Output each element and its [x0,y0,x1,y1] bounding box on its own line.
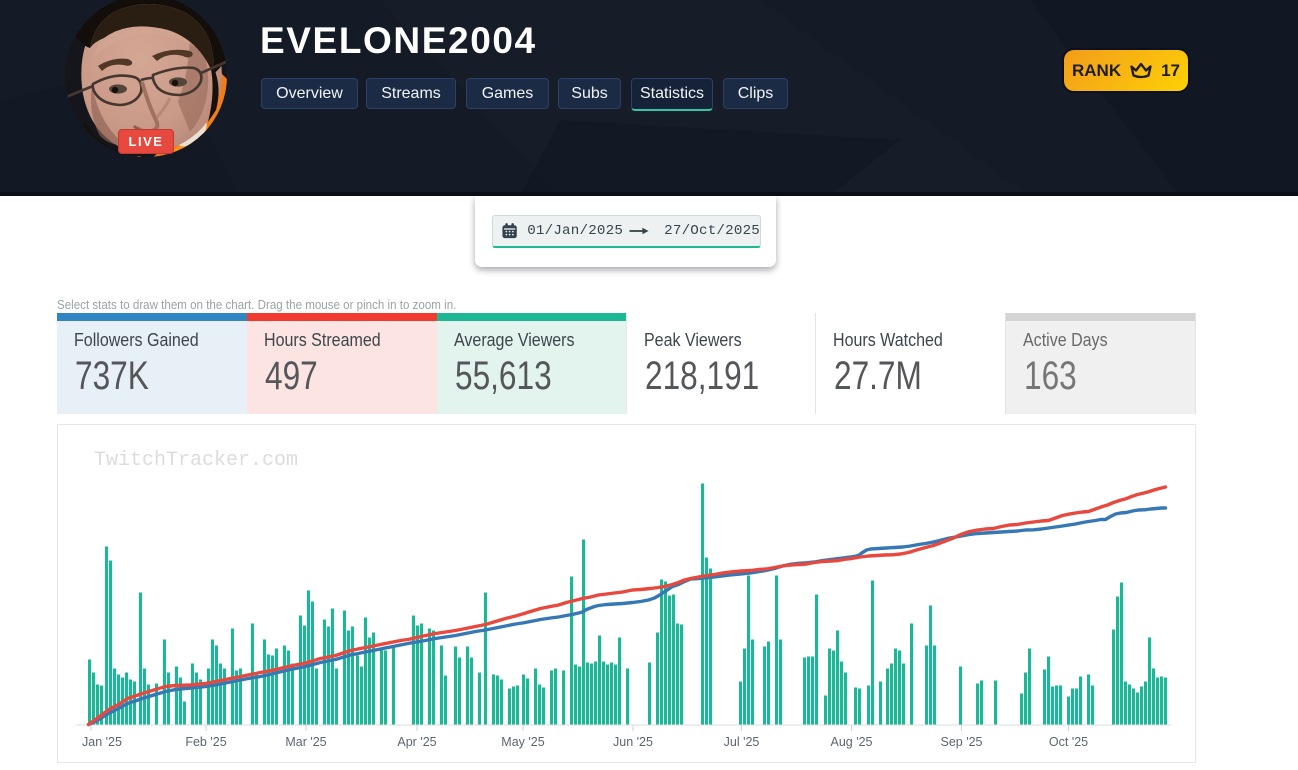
svg-text:May '25: May '25 [501,735,544,749]
svg-text:Apr '25: Apr '25 [397,735,436,749]
svg-text:Mar '25: Mar '25 [285,735,326,749]
svg-text:Jun '25: Jun '25 [613,735,653,749]
svg-text:Feb '25: Feb '25 [185,735,226,749]
svg-text:Jan '25: Jan '25 [82,735,122,749]
svg-text:Oct '25: Oct '25 [1049,735,1088,749]
svg-text:Jul '25: Jul '25 [724,735,760,749]
svg-text:Aug '25: Aug '25 [830,735,872,749]
svg-text:Sep '25: Sep '25 [940,735,982,749]
